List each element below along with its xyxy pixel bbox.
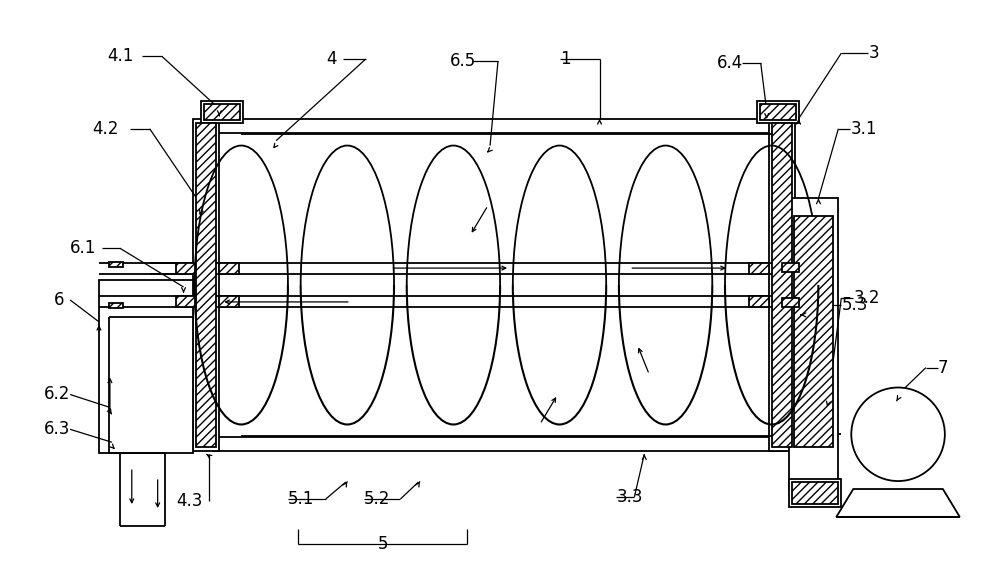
Text: 3.2: 3.2	[853, 289, 880, 307]
Text: 3.1: 3.1	[850, 120, 877, 138]
Bar	[196, 123, 216, 447]
Circle shape	[851, 387, 945, 481]
Bar	[769, 119, 795, 451]
Text: 4.3: 4.3	[177, 492, 203, 510]
Text: 6.5: 6.5	[450, 52, 476, 70]
Bar	[109, 262, 123, 267]
Bar	[782, 298, 799, 307]
Text: 6.4: 6.4	[717, 54, 743, 72]
Bar	[176, 296, 195, 307]
Bar	[792, 482, 838, 504]
Text: 4.1: 4.1	[107, 47, 133, 65]
Text: 6: 6	[54, 291, 65, 309]
Bar	[99, 280, 193, 453]
Bar	[749, 263, 769, 274]
Bar	[176, 263, 195, 274]
Text: 5.1: 5.1	[288, 490, 314, 508]
Bar	[782, 263, 799, 272]
Text: 3: 3	[868, 44, 879, 62]
Bar	[204, 104, 240, 120]
Bar	[749, 296, 769, 307]
Text: 5.2: 5.2	[364, 490, 390, 508]
Text: 3.3: 3.3	[616, 488, 643, 506]
Bar	[219, 263, 239, 274]
Bar	[193, 119, 219, 451]
Bar	[794, 216, 833, 447]
Bar	[760, 104, 796, 120]
Text: 5.3: 5.3	[841, 296, 868, 314]
Bar	[757, 101, 799, 123]
Bar	[109, 303, 123, 308]
Polygon shape	[836, 489, 960, 517]
Bar	[219, 296, 239, 307]
Text: 6.1: 6.1	[70, 239, 96, 257]
Text: 7: 7	[938, 359, 948, 377]
Text: 5: 5	[377, 535, 388, 553]
Bar	[201, 101, 243, 123]
Text: 4: 4	[326, 50, 336, 68]
Text: 1: 1	[560, 50, 570, 68]
Bar	[789, 479, 841, 507]
Text: 6.3: 6.3	[44, 420, 71, 439]
Text: 4.2: 4.2	[92, 120, 118, 138]
Text: 6.2: 6.2	[44, 386, 71, 404]
Bar	[772, 123, 792, 447]
Bar	[789, 199, 838, 489]
